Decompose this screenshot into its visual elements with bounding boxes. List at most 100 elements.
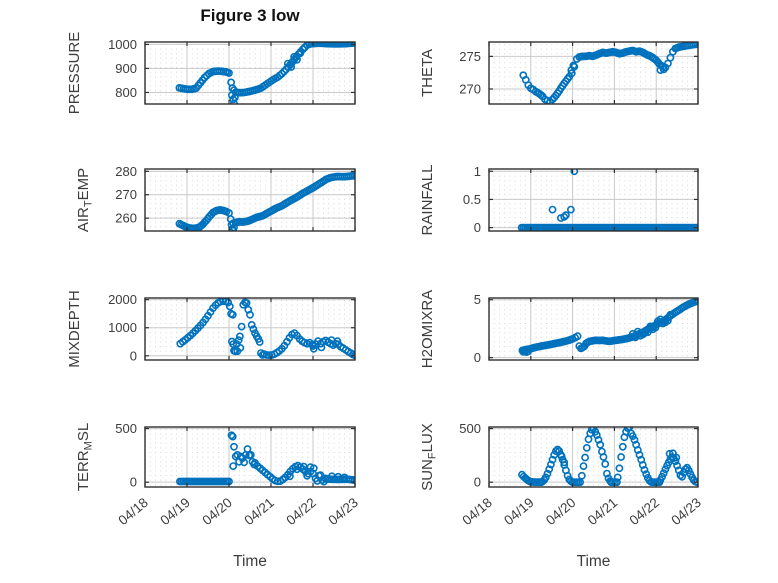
y-tick-label: 2000: [108, 292, 137, 307]
data-point: [678, 472, 686, 481]
data-point: [548, 455, 557, 464]
y-tick-label: 280: [115, 164, 137, 179]
data-markers: [518, 427, 698, 487]
x-tick-label: 04/21: [585, 495, 621, 528]
data-point: [694, 298, 698, 305]
x-tick-label: 04/20: [543, 495, 579, 528]
data-point: [596, 440, 605, 449]
y-tick-label: 0: [130, 475, 137, 490]
data-point: [225, 302, 234, 311]
ylabel-PRESSURE: PRESSURE: [66, 32, 83, 115]
data-point: [224, 298, 233, 307]
data-point: [547, 460, 555, 469]
subplot-PRESSURE: 800 900 1000 PRESSURE: [66, 32, 356, 115]
data-point: [309, 344, 318, 353]
data-point: [659, 65, 668, 74]
subplot-AIR_TEMP: 260 270 280 AIRT​EMP: [75, 164, 356, 232]
data-point: [303, 471, 311, 480]
data-point: [560, 458, 569, 467]
data-point: [666, 310, 675, 319]
x-tick-label: 04/23: [325, 495, 361, 528]
data-point: [642, 470, 651, 478]
x-axis-label: Time: [577, 553, 611, 570]
data-point: [617, 453, 625, 461]
data-point: [689, 42, 698, 49]
data-point: [640, 465, 649, 474]
data-point: [545, 465, 554, 474]
y-tick-label: 275: [459, 49, 481, 64]
x-tick-label: 04/19: [501, 495, 537, 528]
data-point: [589, 427, 598, 432]
data-point: [228, 432, 237, 441]
y-tick-label: 0: [474, 220, 481, 235]
data-point: [672, 453, 681, 462]
data-point: [293, 55, 301, 64]
ylabel-TERR_MSL: TERRM​SL: [75, 423, 95, 491]
ylabel-H2OMIXRA: H2OMIXRA: [419, 290, 436, 368]
data-markers: [175, 431, 355, 486]
data-point: [227, 431, 236, 440]
x-tick-label: 04/22: [627, 495, 663, 528]
subplot-H2OMIXRA: 0 5 H2OMIXRA: [419, 290, 699, 368]
x-tick-label: 04/19: [157, 495, 193, 528]
x-tick-label: 04/21: [241, 495, 277, 528]
data-point: [246, 310, 254, 319]
data-point: [230, 442, 238, 451]
data-point: [560, 212, 569, 221]
plot-box: [144, 168, 356, 232]
y-tick-label: 270: [115, 187, 137, 202]
data-point: [548, 205, 557, 214]
data-point: [553, 445, 562, 454]
data-point: [651, 323, 660, 332]
plot-box: [144, 426, 356, 488]
plot-box: [488, 297, 699, 361]
data-markers: [175, 171, 355, 231]
data-point: [225, 69, 233, 77]
data-point: [594, 435, 603, 444]
data-point: [661, 465, 670, 474]
data-point: [258, 351, 267, 359]
data-point: [227, 78, 235, 87]
subplot-RAINFALL: 0 0.5 1 RAINFALL: [419, 164, 699, 236]
data-point: [296, 49, 305, 57]
data-point: [579, 462, 588, 470]
y-tick-label: 1000: [108, 37, 137, 52]
data-point: [673, 461, 681, 470]
data-point: [247, 320, 256, 329]
x-tick-label: 04/18: [459, 495, 495, 528]
y-tick-label: 5: [474, 292, 481, 307]
data-point: [230, 93, 239, 102]
data-point: [658, 472, 666, 481]
data-point: [570, 169, 579, 176]
data-point: [635, 450, 644, 459]
subplot-THETA: 270 275 THETA: [419, 41, 699, 105]
data-point: [577, 471, 586, 480]
data-point: [562, 211, 570, 220]
data-point: [694, 42, 698, 48]
data-point: [249, 325, 258, 333]
plot-box: [144, 41, 356, 105]
data-point: [240, 458, 248, 467]
ylabel-SUN_FLUX: SUNF​LUX: [419, 423, 439, 491]
data-point: [200, 73, 209, 82]
data-point: [599, 453, 608, 461]
data-point: [684, 466, 693, 475]
data-point: [582, 443, 591, 452]
data-point: [581, 453, 589, 462]
y-tick-label: 0: [474, 350, 481, 365]
data-markers: [176, 298, 355, 360]
data-point: [235, 332, 244, 341]
figure-title: Figure 3 low: [200, 6, 300, 25]
data-point: [601, 460, 610, 468]
data-point: [567, 69, 576, 78]
ylabel-RAINFALL: RAINFALL: [419, 165, 436, 236]
data-point: [333, 337, 342, 346]
data-point: [309, 464, 318, 473]
data-point: [293, 465, 301, 474]
y-tick-label: 900: [115, 61, 137, 76]
subplot-MIXDEPTH: 0 1000 2000 MIXDEPTH: [66, 290, 356, 368]
data-point: [234, 336, 243, 345]
x-tick-label: 04/23: [668, 495, 704, 528]
data-point: [277, 69, 286, 78]
